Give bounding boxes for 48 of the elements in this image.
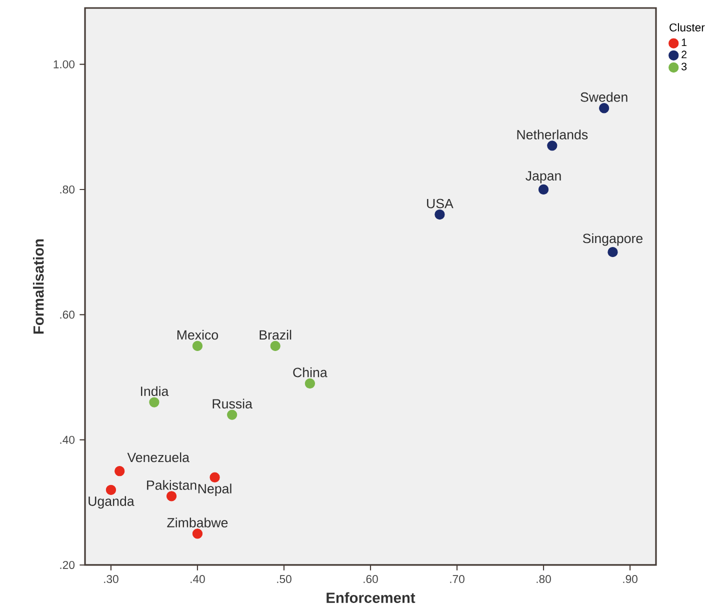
annotation: India — [140, 386, 169, 396]
x-tick-label: .80 — [536, 575, 551, 584]
point — [434, 209, 445, 220]
annotation: Pakistan — [147, 480, 196, 490]
y-tick-label: .40 — [60, 436, 75, 444]
annotation: Venezuela — [127, 452, 190, 462]
annotation: Singapore — [582, 233, 643, 246]
annotation: Brazil — [260, 330, 292, 340]
point — [106, 484, 116, 495]
x-tick-label: .40 — [190, 575, 205, 584]
point — [547, 140, 558, 151]
annotation: China — [293, 367, 328, 378]
x-tick-label: .50 — [277, 575, 292, 584]
annotation: USA — [427, 198, 454, 208]
point — [608, 247, 618, 258]
point — [166, 491, 177, 502]
legend-label: 1 — [682, 38, 687, 46]
y-tick-label: .80 — [60, 185, 75, 194]
legend-label: 2 — [682, 50, 686, 58]
x-tick-label: .90 — [623, 575, 638, 584]
x-tick-label: .60 — [364, 575, 378, 584]
y-tick-label: .20 — [60, 560, 75, 569]
point — [192, 528, 203, 539]
annotation: Zimbabwe — [167, 518, 228, 528]
point — [149, 397, 160, 408]
y-tick-label: .60 — [60, 310, 75, 319]
x-axis-title: Enforcement — [326, 592, 416, 603]
annotation: Sweden — [580, 92, 628, 102]
point — [538, 184, 549, 195]
annotation: Russia — [212, 398, 252, 409]
point — [599, 103, 610, 114]
point — [270, 340, 280, 352]
legend-title: Cluster — [670, 23, 705, 32]
point — [192, 340, 203, 352]
annotation: Japan — [526, 171, 561, 184]
annotation: Netherlands — [517, 130, 588, 140]
annotation: Mexico — [177, 330, 218, 340]
x-tick-label: .70 — [450, 575, 464, 584]
y-axis-title: Formalisation — [32, 239, 44, 334]
annotation: Uganda — [88, 496, 134, 509]
point — [227, 410, 238, 420]
point — [304, 378, 316, 389]
x-tick-label: .30 — [104, 575, 118, 584]
annotation: Nepal — [198, 484, 232, 496]
y-tick-label: 1.00 — [54, 60, 75, 68]
point — [210, 472, 220, 482]
legend-label: 3 — [681, 62, 687, 70]
point — [114, 466, 125, 476]
